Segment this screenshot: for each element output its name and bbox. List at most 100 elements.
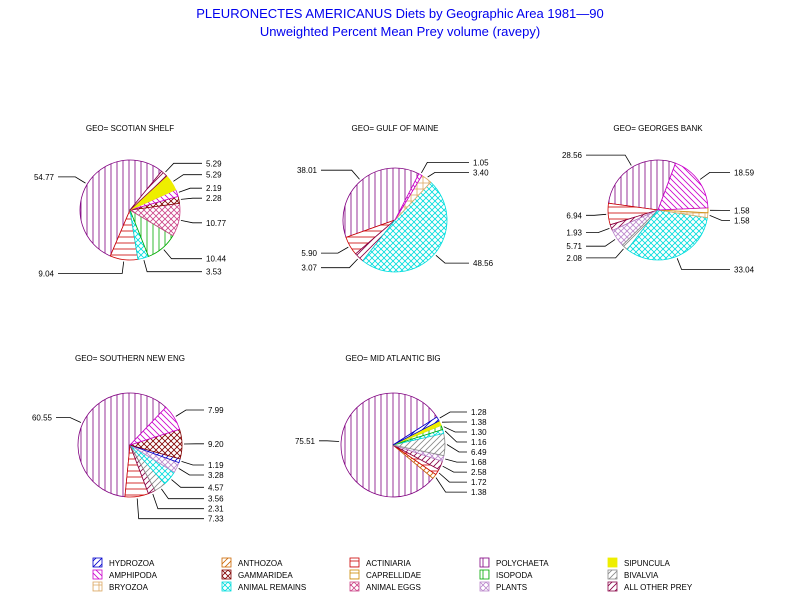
legend-label: BIVALVIA: [624, 571, 659, 580]
pie-slice-polychaeta: [77, 392, 167, 498]
slice-value-label: 5.71: [566, 242, 582, 251]
slice-value-label: 38.01: [297, 166, 318, 175]
slice-value-label: 1.30: [471, 428, 487, 437]
label-leader-line: [56, 417, 82, 423]
legend-label: ISOPODA: [496, 571, 533, 580]
legend-label: ANTHOZOA: [238, 559, 283, 568]
legend-item-gammaridea: GAMMARIDEA: [221, 569, 293, 580]
pie-mid-atlantic-big: GEO= MID ATLANTIC BIG1.281.381.301.166.4…: [295, 354, 487, 498]
slice-value-label: 1.58: [734, 216, 750, 225]
slice-value-label: 75.51: [295, 437, 316, 446]
label-leader-line: [165, 162, 202, 173]
pie-slice-animal-remains: [362, 181, 448, 273]
pie-slice-amphipoda: [657, 162, 709, 211]
legend-label: ALL OTHER PREY: [624, 583, 693, 592]
slice-value-label: 3.40: [473, 168, 489, 177]
slice-value-label: 7.99: [208, 406, 224, 415]
label-leader-line: [173, 174, 202, 182]
slice-value-label: 28.56: [562, 151, 583, 160]
legend-item-polychaeta: POLYCHAETA: [479, 557, 549, 568]
pie-slice-amphipoda: [394, 173, 423, 221]
legend-swatch: [221, 581, 232, 592]
legend-item-caprellidae: CAPRELLIDAE: [349, 569, 421, 580]
pie-slice-amphipoda: [129, 406, 181, 446]
label-leader-line: [180, 197, 202, 200]
label-leader-line: [435, 477, 467, 493]
slice-value-label: 6.49: [471, 448, 487, 457]
legend-swatch: [479, 557, 490, 568]
slice-value-label: 1.68: [471, 458, 487, 467]
legend-item-animal-remains: ANIMAL REMAINS: [221, 581, 306, 592]
slice-value-label: 2.19: [206, 184, 222, 193]
label-leader-line: [427, 171, 469, 178]
legend-swatch: [607, 557, 618, 568]
slice-value-label: 7.33: [208, 515, 224, 524]
label-leader-line: [321, 169, 360, 180]
pie-title: GEO= GULF OF MAINE: [352, 124, 439, 133]
legend-label: CAPRELLIDAE: [366, 571, 421, 580]
slice-value-label: 4.57: [208, 483, 224, 492]
slice-value-label: 2.08: [566, 254, 582, 263]
slice-value-label: 1.58: [734, 206, 750, 215]
slice-value-label: 5.29: [206, 159, 222, 168]
label-leader-line: [676, 258, 730, 270]
label-leader-line: [435, 254, 469, 264]
slice-value-label: 10.44: [206, 255, 227, 264]
slice-value-label: 54.77: [34, 173, 55, 182]
legend-item-actiniaria: ACTINIARIA: [349, 557, 412, 568]
label-leader-line: [421, 161, 469, 174]
slice-value-label: 3.07: [301, 264, 317, 273]
legend-label: ANIMAL EGGS: [366, 583, 421, 592]
label-leader-line: [443, 426, 467, 433]
legend-swatch: [607, 569, 618, 580]
label-leader-line: [321, 246, 349, 254]
label-leader-line: [699, 171, 730, 180]
legend-label: BRYOZOA: [109, 583, 149, 592]
slice-value-label: 1.93: [566, 229, 582, 238]
legend-item-anthozoa: ANTHOZOA: [221, 557, 283, 568]
slice-value-label: 1.19: [208, 461, 224, 470]
pie-slice-polychaeta: [342, 167, 420, 238]
pie-title: GEO= GEORGES BANK: [613, 124, 703, 133]
label-leader-line: [58, 261, 125, 274]
slice-value-label: 1.72: [471, 478, 487, 487]
legend-item-all-other-prey: ALL OTHER PREY: [607, 581, 693, 592]
legend-swatch: [92, 557, 103, 568]
label-leader-line: [586, 228, 610, 234]
legend-swatch: [607, 581, 618, 592]
pie-gulf-of-maine: GEO= GULF OF MAINE 1.053.40 48.56 38.01 5.90…: [297, 124, 494, 273]
slice-value-label: 2.31: [208, 505, 224, 514]
pie-slice-hydrozoa: [392, 416, 440, 446]
slice-value-label: 3.28: [208, 471, 224, 480]
label-leader-line: [319, 440, 340, 442]
slice-value-label: 5.29: [206, 171, 222, 180]
legend-swatch: [479, 569, 490, 580]
slice-value-label: 18.59: [734, 168, 755, 177]
label-leader-line: [171, 479, 204, 488]
label-leader-line: [321, 258, 358, 269]
legend-swatch: [349, 569, 360, 580]
slice-value-label: 33.04: [734, 265, 755, 274]
label-leader-line: [180, 220, 202, 224]
pie-slice-polychaeta: [79, 159, 163, 257]
legend-item-bryozoa: BRYOZOA: [92, 581, 149, 592]
legend-item-plants: PLANTS: [479, 581, 527, 592]
slice-value-label: 1.05: [473, 158, 489, 167]
label-leader-line: [163, 249, 202, 260]
legend-swatch: [479, 581, 490, 592]
pie-title: GEO= SOUTHERN NEW ENG: [75, 354, 185, 363]
legend-item-sipuncula: SIPUNCULA: [607, 557, 670, 568]
slice-value-label: 3.56: [208, 495, 224, 504]
label-leader-line: [445, 458, 467, 463]
slice-value-label: 60.55: [32, 414, 53, 423]
label-leader-line: [175, 409, 204, 417]
pie-title: GEO= SCOTIAN SHELF: [86, 124, 174, 133]
legend-swatch: [92, 569, 103, 580]
slice-value-label: 6.94: [566, 211, 582, 220]
legend-label: HYDROZOA: [109, 559, 155, 568]
pies-layer: GEO= SCOTIAN SHELF 5.29 5.29 2.192.28 10.77 1…: [32, 124, 755, 524]
slice-value-label: 1.38: [471, 418, 487, 427]
label-leader-line: [143, 259, 202, 273]
pie-slice-polychaeta: [340, 392, 438, 498]
